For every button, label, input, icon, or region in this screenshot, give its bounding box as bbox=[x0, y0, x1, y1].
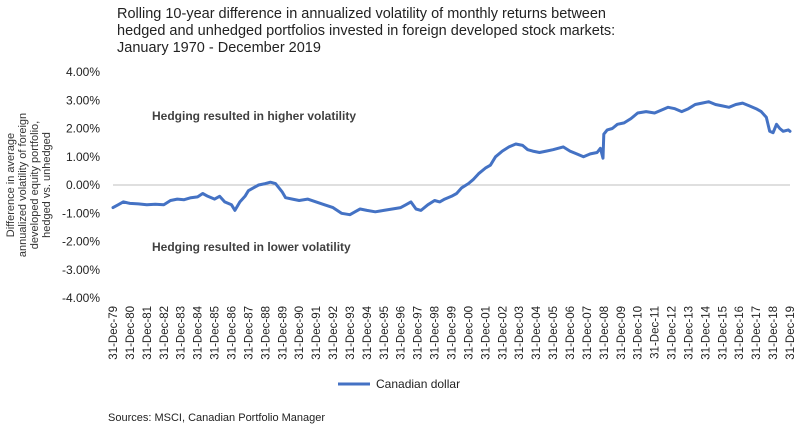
x-tick-label: 31-Dec-93 bbox=[345, 306, 357, 360]
x-tick-label: 31-Dec-88 bbox=[260, 306, 272, 360]
x-tick-label: 31-Dec-17 bbox=[751, 306, 763, 360]
x-tick-label: 31-Dec-18 bbox=[768, 306, 780, 360]
x-tick-label: 31-Dec-95 bbox=[379, 306, 391, 360]
y-axis-label: Difference in average annualized volatil… bbox=[5, 113, 53, 257]
x-tick-label: 31-Dec-12 bbox=[667, 306, 679, 360]
x-tick-label: 31-Dec-94 bbox=[362, 305, 374, 359]
x-tick-label: 31-Dec-08 bbox=[599, 306, 611, 360]
x-tick-label: 31-Dec-13 bbox=[683, 306, 695, 360]
series-line-canadian-dollar bbox=[111, 100, 792, 217]
y-tick-label: 2.00% bbox=[66, 122, 100, 136]
x-tick-label: 31-Dec-97 bbox=[413, 306, 425, 360]
annotation-lower-volatility: Hedging resulted in lower volatility bbox=[152, 240, 351, 254]
y-axis-label-line-2: annualized volatility of foreign bbox=[17, 113, 29, 257]
x-tick-label: 31-Dec-82 bbox=[159, 306, 171, 360]
x-tick-label: 31-Dec-09 bbox=[616, 306, 628, 360]
source-note: Sources: MSCI, Canadian Portfolio Manage… bbox=[108, 412, 326, 424]
x-tick-label: 31-Dec-01 bbox=[480, 306, 492, 360]
x-tick-label: 31-Dec-96 bbox=[396, 306, 408, 360]
legend-label-canadian-dollar: Canadian dollar bbox=[376, 377, 460, 391]
x-tick-label: 31-Dec-99 bbox=[447, 306, 459, 360]
x-tick-label: 31-Dec-16 bbox=[734, 306, 746, 360]
y-tick-label: 3.00% bbox=[66, 93, 100, 107]
chart-title-line-1: Rolling 10-year difference in annualized… bbox=[117, 6, 606, 22]
y-axis-label-line-4: hedged vs. unhedged bbox=[41, 132, 53, 238]
x-tick-label: 31-Dec-92 bbox=[328, 306, 340, 360]
x-tick-label: 31-Dec-84 bbox=[193, 305, 205, 359]
x-tick-label: 31-Dec-90 bbox=[294, 306, 306, 360]
y-tick-label: 1.00% bbox=[66, 150, 100, 164]
x-tick-label: 31-Dec-83 bbox=[176, 306, 188, 360]
x-tick-label: 31-Dec-91 bbox=[311, 306, 323, 360]
x-tick-label: 31-Dec-10 bbox=[633, 306, 645, 360]
annotation-higher-volatility: Hedging resulted in higher volatility bbox=[152, 109, 356, 123]
x-tick-label: 31-Dec-86 bbox=[226, 306, 238, 360]
x-tick-label: 31-Dec-79 bbox=[108, 306, 120, 360]
x-tick-label: 31-Dec-05 bbox=[548, 306, 560, 360]
x-tick-label: 31-Dec-02 bbox=[497, 306, 509, 360]
y-tick-label: -3.00% bbox=[62, 263, 100, 277]
x-tick-label: 31-Dec-00 bbox=[463, 306, 475, 360]
chart-title: Rolling 10-year difference in annualized… bbox=[117, 6, 717, 57]
x-tick-label: 31-Dec-89 bbox=[277, 306, 289, 360]
x-tick-label: 31-Dec-85 bbox=[210, 306, 222, 360]
y-tick-label: -4.00% bbox=[62, 291, 100, 305]
y-axis-label-line-3: developed equity portfolio, bbox=[29, 121, 41, 249]
x-tick-label: 31-Dec-04 bbox=[531, 305, 543, 359]
legend: Canadian dollar bbox=[338, 377, 460, 391]
chart-title-line-3: January 1970 - December 2019 bbox=[117, 40, 321, 56]
x-tick-label: 31-Dec-03 bbox=[514, 306, 526, 360]
chart-title-line-2: hedged and unhedged portfolios invested … bbox=[117, 23, 616, 39]
x-tick-label: 31-Dec-80 bbox=[125, 306, 137, 360]
x-tick-label: 31-Dec-19 bbox=[785, 306, 797, 360]
x-tick-label: 31-Dec-81 bbox=[142, 306, 154, 360]
x-tick-label: 31-Dec-87 bbox=[243, 306, 255, 360]
y-tick-label: 0.00% bbox=[66, 178, 100, 192]
x-tick-label: 31-Dec-98 bbox=[430, 306, 442, 360]
y-tick-label: -1.00% bbox=[62, 206, 100, 220]
y-axis-label-line-1: Difference in average bbox=[5, 133, 17, 237]
x-ticks: 31-Dec-79 31-Dec-80 31-Dec-81 31-Dec-82 31-D… bbox=[108, 305, 797, 359]
y-tick-label: 4.00% bbox=[66, 65, 100, 79]
y-ticks: 4.00% 3.00% 2.00% 1.00% 0.00% -1.00% -2.00% -3.… bbox=[62, 65, 100, 305]
x-tick-label: 31-Dec-15 bbox=[717, 306, 729, 360]
y-tick-label: -2.00% bbox=[62, 235, 100, 249]
x-tick-label: 31-Dec-06 bbox=[565, 306, 577, 360]
x-tick-label: 31-Dec-11 bbox=[650, 306, 662, 359]
x-tick-label: 31-Dec-07 bbox=[582, 306, 594, 360]
x-tick-label: 31-Dec-14 bbox=[700, 305, 712, 359]
